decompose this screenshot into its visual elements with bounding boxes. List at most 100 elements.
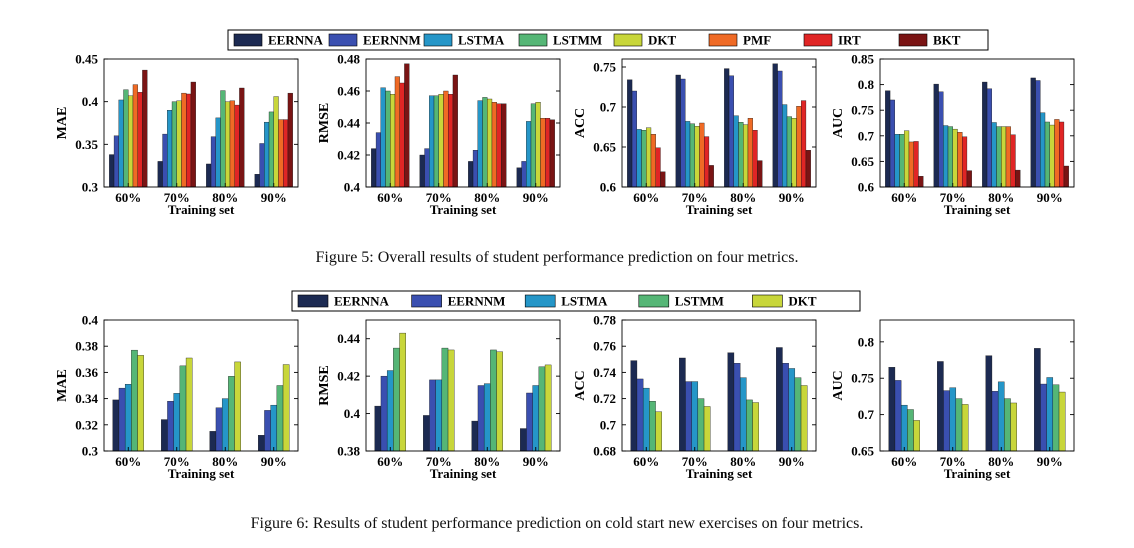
bar: [918, 176, 924, 188]
bar: [805, 150, 811, 188]
bar: [538, 366, 546, 452]
y-tick-label: 0.76: [593, 339, 616, 354]
legend-swatch: [638, 294, 670, 308]
bar: [1001, 126, 1007, 188]
bar: [966, 170, 972, 188]
x-tick-label: 60%: [633, 190, 659, 205]
bar: [636, 129, 642, 188]
bar: [142, 69, 148, 188]
bar: [220, 90, 226, 188]
x-tick-label: 90%: [779, 190, 805, 205]
bar: [743, 124, 749, 188]
bar: [501, 103, 507, 188]
bar: [438, 94, 444, 188]
bar: [496, 351, 503, 452]
legend-label: BKT: [933, 33, 961, 48]
bar: [526, 392, 533, 452]
bar: [221, 398, 229, 452]
bar: [132, 84, 138, 188]
chart-panel-acc: 0.6 0.65 0.7 0.75 60% 70% 80% 90% Training set AC…: [573, 58, 817, 217]
x-tick-label: 70%: [426, 190, 452, 205]
bar: [526, 121, 532, 188]
plot-frame: [103, 319, 299, 452]
y-tick-label: 0.38: [75, 339, 98, 354]
legend-label: EERNNM: [363, 33, 421, 48]
x-tick-label: 90%: [523, 190, 549, 205]
bar: [1010, 402, 1017, 452]
x-axis-label: Training set: [430, 466, 497, 481]
y-tick-label: 0.42: [337, 148, 360, 163]
bar: [655, 411, 662, 452]
bar: [642, 387, 650, 452]
bar: [1059, 121, 1065, 188]
x-tick-label: 80%: [212, 190, 238, 205]
bar: [627, 79, 633, 188]
bar: [167, 110, 173, 188]
bar: [532, 385, 540, 452]
x-tick-label: 80%: [730, 454, 756, 469]
y-tick-label: 0.75: [593, 60, 616, 75]
bar: [171, 101, 177, 188]
bar: [752, 402, 759, 452]
bar: [680, 78, 686, 188]
bar: [907, 409, 914, 452]
legend-label: DKT: [788, 294, 817, 309]
bar: [157, 161, 163, 188]
y-tick-label: 0.65: [593, 140, 616, 155]
y-tick-label: 0.45: [75, 52, 98, 67]
bar: [167, 401, 174, 452]
bar: [697, 398, 705, 452]
bar: [393, 347, 400, 452]
bar: [724, 68, 730, 188]
bar: [447, 349, 455, 452]
bar: [691, 381, 699, 452]
legend-swatch: [752, 294, 783, 308]
legend-label: EERNNA: [334, 294, 390, 309]
legend-swatch: [524, 294, 556, 308]
bar: [254, 174, 260, 188]
bar: [655, 147, 661, 188]
bar: [961, 404, 969, 452]
bar: [206, 163, 212, 188]
panels-figure-6: 0.3 0.32 0.34 0.36 0.38 0.4 60% 70% 80% 90% Traini…: [55, 313, 1075, 481]
bar: [540, 118, 546, 188]
bar: [1052, 384, 1060, 452]
x-tick-label: 90%: [523, 454, 549, 469]
x-tick-label: 70%: [164, 190, 190, 205]
bar: [996, 126, 1002, 188]
bar: [530, 103, 536, 188]
legend-swatch: [803, 33, 833, 47]
bar: [471, 420, 479, 452]
caption-figure-6: Figure 6: Results of student performance…: [251, 515, 864, 532]
legend-swatch: [423, 33, 453, 47]
x-tick-label: 60%: [891, 454, 917, 469]
x-tick-label: 80%: [474, 454, 500, 469]
bar: [1040, 383, 1047, 452]
y-tick-label: 0.3: [82, 180, 99, 195]
bar: [268, 111, 274, 188]
bar: [794, 377, 802, 452]
bar: [938, 91, 944, 188]
legend-label: EERNNA: [268, 33, 324, 48]
bar: [375, 132, 381, 188]
bar: [399, 82, 405, 188]
x-tick-label: 70%: [164, 454, 190, 469]
bar: [287, 92, 293, 188]
legend-label: PMF: [743, 33, 771, 48]
bar: [535, 102, 541, 188]
bar: [952, 128, 958, 188]
bar: [796, 106, 802, 188]
bar: [278, 119, 284, 188]
bar: [772, 63, 778, 188]
bar: [733, 115, 739, 188]
bar: [1049, 124, 1055, 188]
bar: [660, 171, 666, 188]
y-tick-label: 0.75: [851, 371, 874, 386]
bar: [399, 332, 406, 452]
bar: [788, 368, 796, 452]
y-tick-label: 0.75: [851, 103, 874, 118]
bar: [738, 122, 744, 188]
plot-frame: [103, 58, 299, 188]
y-tick-label: 0.44: [337, 116, 360, 131]
